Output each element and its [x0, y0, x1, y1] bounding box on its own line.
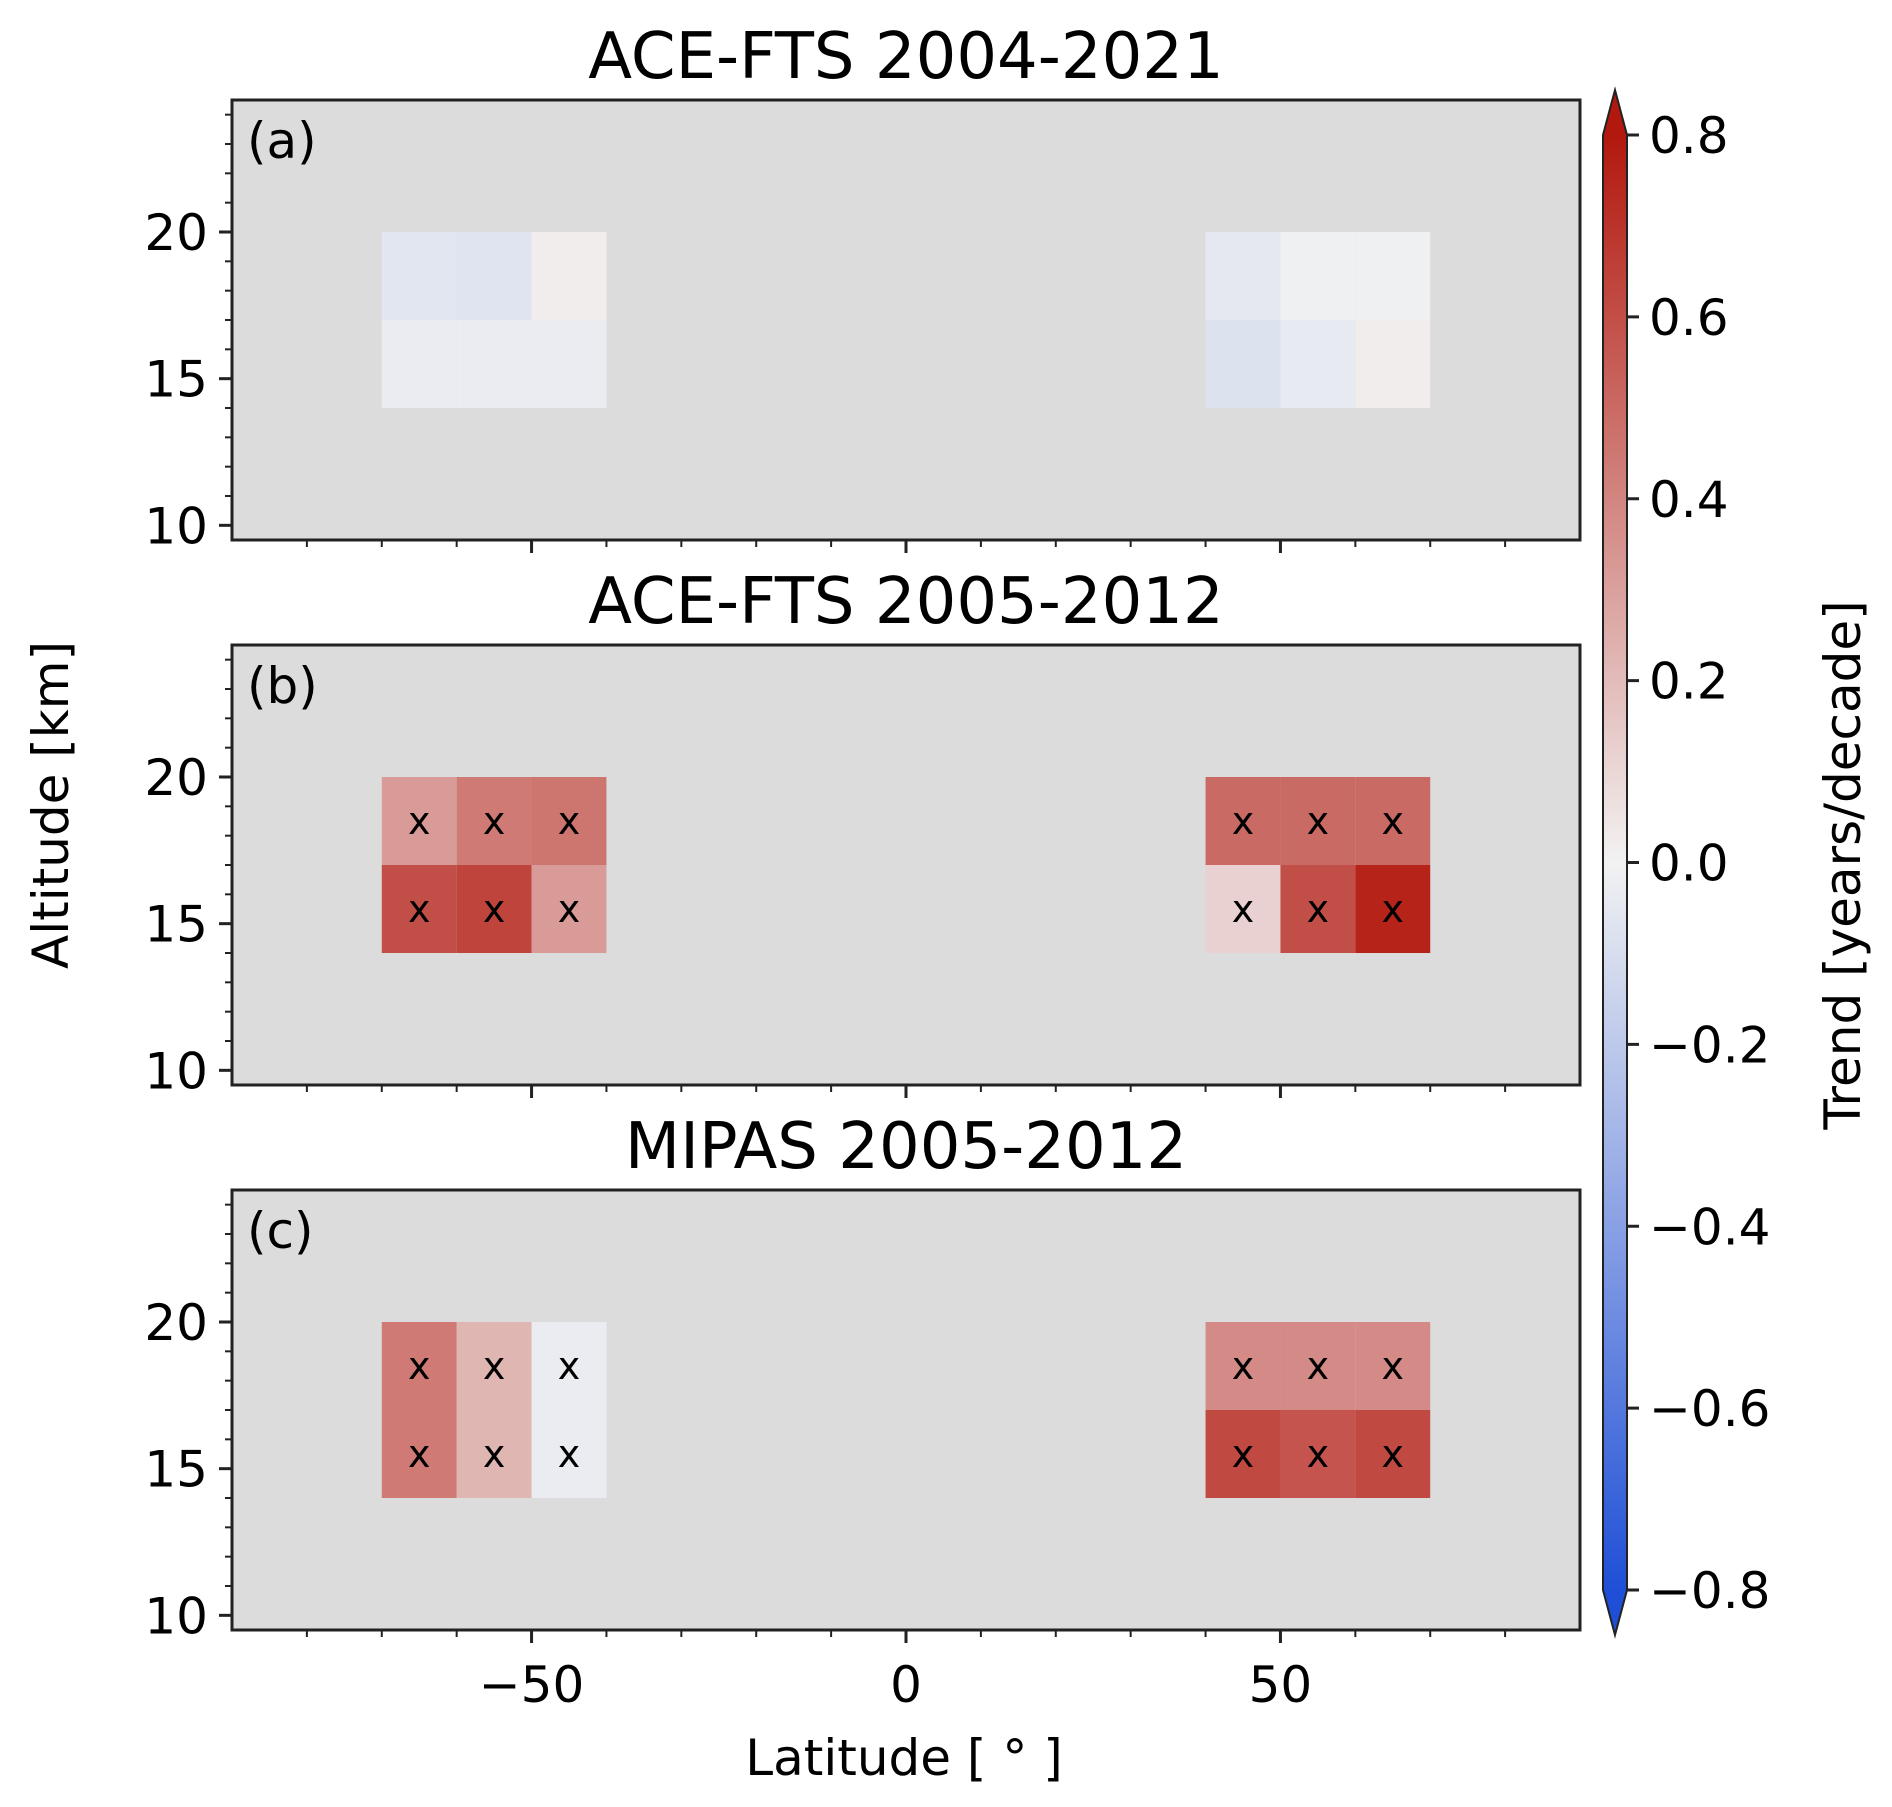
heatmap-cell	[381, 777, 457, 865]
colorbar-label: Trend [years/decade]	[1814, 600, 1872, 1130]
y-tick-label: 15	[144, 1441, 208, 1499]
y-tick-label: 20	[144, 749, 208, 807]
colorbar-tick-label: −0.8	[1649, 1562, 1770, 1620]
heatmap-cell	[531, 320, 607, 408]
colorbar-tick-label: −0.4	[1649, 1198, 1770, 1256]
heatmap-cell	[456, 232, 532, 320]
heatmap-cell	[1205, 232, 1281, 320]
heatmap-cell	[1205, 777, 1281, 865]
x-axis-label: Latitude [ ° ]	[745, 1729, 1062, 1787]
significance-marker: x	[558, 1432, 581, 1476]
heatmap-cell	[531, 777, 607, 865]
x-tick-label: 50	[1249, 1656, 1313, 1714]
heatmap-cell	[381, 232, 457, 320]
y-tick-label: 20	[144, 1294, 208, 1352]
colorbar-tick-label: 0.0	[1649, 835, 1729, 893]
heatmap-cell	[456, 320, 532, 408]
y-axis-label: Altitude [km]	[22, 641, 80, 969]
significance-marker: x	[1232, 1344, 1255, 1388]
significance-marker: x	[1307, 799, 1330, 843]
heatmap-cell	[456, 865, 532, 953]
significance-marker: x	[1307, 1344, 1330, 1388]
heatmap-cell	[1355, 1410, 1431, 1498]
significance-marker: x	[1232, 887, 1255, 931]
heatmap-cell	[381, 1322, 457, 1410]
significance-marker: x	[1382, 1432, 1405, 1476]
heatmap-cell	[456, 1322, 532, 1410]
heatmap-cell	[1355, 320, 1431, 408]
heatmap-cell	[1355, 777, 1431, 865]
y-tick-label: 15	[144, 351, 208, 409]
colorbar-tick-label: 0.2	[1649, 653, 1729, 711]
heatmap-cell	[1205, 320, 1281, 408]
heatmap-cell	[1280, 232, 1356, 320]
significance-marker: x	[1382, 1344, 1405, 1388]
significance-marker: x	[558, 799, 581, 843]
heatmap-cell	[1205, 865, 1281, 953]
y-tick-label: 15	[144, 896, 208, 954]
heatmap-cell	[1205, 1322, 1281, 1410]
y-tick-label: 10	[144, 497, 208, 555]
panel-title: MIPAS 2005-2012	[625, 1110, 1187, 1184]
significance-marker: x	[408, 1344, 431, 1388]
x-tick-label: 0	[890, 1656, 922, 1714]
heatmap-cell	[1205, 1410, 1281, 1498]
heatmap-cell	[381, 865, 457, 953]
heatmap-cell	[456, 1410, 532, 1498]
colorbar-tick-label: −0.6	[1649, 1380, 1770, 1438]
colorbar-extend-min	[1603, 1590, 1627, 1635]
significance-marker: x	[558, 1344, 581, 1388]
significance-marker: x	[408, 799, 431, 843]
heatmap-cell	[1280, 320, 1356, 408]
y-tick-label: 10	[144, 1587, 208, 1645]
panels: ACE-FTS 2004-2021 (a) 10 15 20 ACE-FTS 2005-2…	[144, 20, 1582, 1714]
significance-marker: x	[1232, 799, 1255, 843]
colorbar-tick-label: 0.8	[1649, 107, 1729, 165]
colorbar-extend-max	[1603, 90, 1627, 135]
colorbar-tick-label: 0.6	[1649, 289, 1729, 347]
significance-marker: x	[1307, 887, 1330, 931]
y-tick-label: 20	[144, 204, 208, 262]
colorbar-tick-label: 0.4	[1649, 471, 1729, 529]
significance-marker: x	[1382, 799, 1405, 843]
heatmap-cell	[1280, 777, 1356, 865]
colorbar-gradient	[1603, 135, 1627, 1590]
heatmap-cell	[381, 1410, 457, 1498]
significance-marker: x	[408, 887, 431, 931]
panel-label: (a)	[247, 112, 317, 170]
heatmap-cell	[531, 1322, 607, 1410]
heatmap-cell	[531, 1410, 607, 1498]
y-tick-label: 10	[144, 1042, 208, 1100]
significance-marker: x	[558, 887, 581, 931]
heatmap-cell	[1280, 865, 1356, 953]
panel-a: ACE-FTS 2004-2021 (a) 10 15 20	[144, 20, 1582, 555]
significance-marker: x	[483, 1344, 506, 1388]
heatmap-cell	[1355, 865, 1431, 953]
colorbar: −0.8 −0.6 −0.4 −0.2 0.0 0.2 0.4 0.6 0.8	[1602, 86, 1770, 1639]
significance-marker: x	[408, 1432, 431, 1476]
heatmap-cell	[1280, 1410, 1356, 1498]
colorbar-tick-label: −0.2	[1649, 1016, 1770, 1074]
panel-title: ACE-FTS 2005-2012	[588, 565, 1223, 639]
significance-marker: x	[1232, 1432, 1255, 1476]
significance-marker: x	[483, 799, 506, 843]
panel-title: ACE-FTS 2004-2021	[588, 20, 1223, 94]
panel-label: (b)	[247, 657, 318, 715]
heatmap-cell	[1280, 1322, 1356, 1410]
heatmap-cell	[1355, 1322, 1431, 1410]
significance-marker: x	[1307, 1432, 1330, 1476]
panel-label: (c)	[247, 1202, 314, 1260]
heatmap-cell	[531, 232, 607, 320]
heatmap-cell	[456, 777, 532, 865]
heatmap-cell	[531, 865, 607, 953]
significance-marker: x	[483, 1432, 506, 1476]
heatmap-cell	[1355, 232, 1431, 320]
x-tick-label: −50	[479, 1656, 585, 1714]
significance-marker: x	[1382, 887, 1405, 931]
heatmap-cell	[381, 320, 457, 408]
significance-marker: x	[483, 887, 506, 931]
